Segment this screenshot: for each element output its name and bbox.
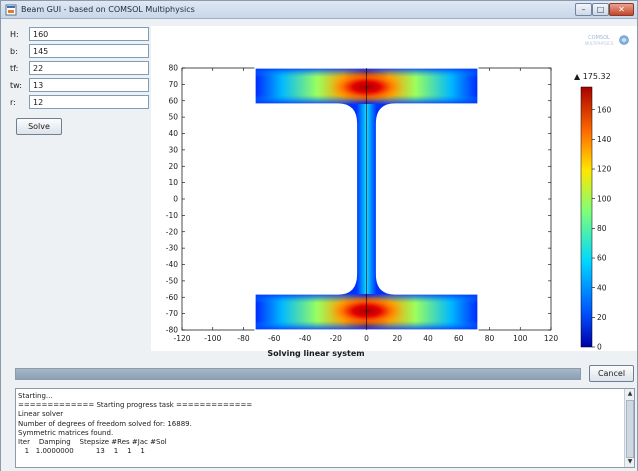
param-label-tw: tw: [10,81,22,90]
y-tick-label: -70 [166,309,178,318]
param-input-b[interactable] [29,44,149,58]
beam-outline [254,67,479,331]
param-input-r[interactable] [29,95,149,109]
minimize-button[interactable]: – [575,3,592,16]
param-row-r: r: [7,95,149,112]
window-title: Beam GUI - based on COMSOL Multiphysics [21,5,195,14]
colorbar-tick-label: 0 [597,343,602,351]
log-line: Symmetric matrices found. [18,428,114,437]
y-tick-label: 70 [168,80,178,89]
x-tick-label: -100 [204,334,221,343]
colorbar-min-label: ▼ 0 [569,350,582,351]
svg-text:MULTIPHYSICS: MULTIPHYSICS [585,41,614,46]
colorbar-tick-label: 80 [597,224,607,233]
colorbar-max-label: ▲ 175.32 [574,72,611,81]
x-tick-label: 60 [454,334,464,343]
status-text: Solving linear system [267,349,365,358]
log-line: Starting... [18,392,53,400]
param-row-tw: tw: [7,78,149,95]
cancel-button[interactable]: Cancel [589,365,634,382]
app-icon [5,4,17,16]
progress-fill [16,369,580,379]
log-line: ============= Starting progress task ===… [18,401,253,410]
log-text: Starting... ============= Starting progre… [18,392,622,456]
param-label-r: r: [10,98,16,107]
main-content: H: b: tf: tw: r: Solve COMSO [1,19,637,471]
x-tick-label: -20 [330,334,342,343]
x-tick-label: -120 [173,334,190,343]
stress-plot: -120 -100 -80 -60 -40 -20 0 20 40 60 80 100 12080706… [166,64,612,351]
y-tick-label: -20 [166,227,178,236]
maximize-button[interactable]: □ [592,3,609,16]
param-input-tw[interactable] [29,78,149,92]
y-tick-label: -50 [166,276,178,285]
param-row-b: b: [7,44,149,61]
y-tick-label: -60 [166,293,178,302]
param-row-tf: tf: [7,61,149,78]
param-label-tf: tf: [10,64,19,73]
param-row-h: H: [7,27,149,44]
plot-area[interactable]: COMSOL MULTIPHYSICS [151,26,637,351]
x-tick-label: -80 [237,334,249,343]
y-tick-label: -30 [166,244,178,253]
y-tick-label: -10 [166,211,178,220]
colorbar-tick-label: 100 [597,194,612,203]
title-bar[interactable]: Beam GUI - based on COMSOL Multiphysics … [1,1,637,19]
x-tick-label: 40 [423,334,433,343]
svg-text:COMSOL: COMSOL [588,35,610,41]
y-tick-label: 0 [173,195,178,204]
log-line: Iter Damping Stepsize #Res #Jac #Sol [18,438,167,447]
y-tick-label: 40 [168,129,178,138]
x-tick-label: 100 [513,334,528,343]
close-button[interactable]: ✕ [609,3,634,16]
y-tick-label: 20 [168,162,178,171]
param-input-tf[interactable] [29,61,149,75]
x-tick-label: 20 [392,334,402,343]
log-line: Linear solver [18,410,64,419]
colorbar: ▲ 175.32 ▼ 0 160 140 120 100 80 60 40 20 0 [569,72,612,351]
colorbar-tick-label: 40 [597,283,607,292]
solve-button[interactable]: Solve [16,118,62,135]
log-line: 1 1.0000000 13 1 1 1 [18,447,145,456]
y-tick-label: 50 [168,113,178,122]
scroll-down-icon[interactable]: ▼ [627,458,633,465]
x-tick-label: 80 [485,334,495,343]
colorbar-tick-label: 60 [597,254,607,263]
log-pane[interactable]: Starting... ============= Starting progre… [15,388,635,468]
log-scrollbar[interactable]: ▲ ▼ [624,389,634,467]
param-label-h: H: [10,30,19,39]
y-tick-label: 30 [168,145,178,154]
y-tick-label: 10 [168,178,178,187]
log-line: Number of degrees of freedom solved for:… [18,419,192,428]
colorbar-tick-label: 160 [597,105,612,114]
x-tick-label: -60 [268,334,280,343]
x-tick-label: -40 [299,334,311,343]
x-tick-label: 0 [364,334,369,343]
scroll-up-icon[interactable]: ▲ [627,390,633,397]
colorbar-strip [580,86,593,348]
comsol-logo: COMSOL MULTIPHYSICS [585,35,629,46]
scroll-thumb[interactable] [626,400,634,458]
colorbar-tick-label: 140 [597,135,612,144]
progress-bar [15,368,581,380]
colorbar-tick-label: 120 [597,165,612,174]
param-input-h[interactable] [29,27,149,41]
param-label-b: b: [10,47,18,56]
y-tick-label: 80 [168,64,178,73]
beam-cross-section [254,67,479,331]
parameter-panel: H: b: tf: tw: r: Solve [7,27,149,135]
y-tick-label: 60 [168,96,178,105]
colorbar-tick-label: 20 [597,313,607,322]
y-tick-label: -40 [166,260,178,269]
x-tick-label: 120 [544,334,559,343]
y-tick-label: -80 [166,326,178,335]
